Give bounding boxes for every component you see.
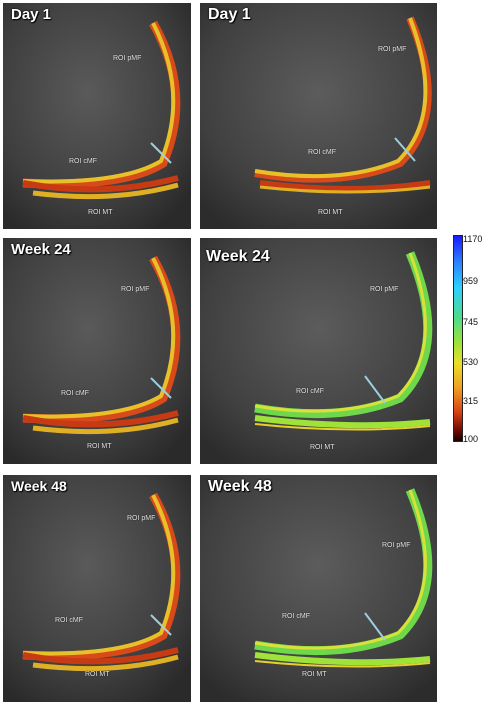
roi-cmf-label: ROI cMF [55, 617, 83, 624]
mri-panel-day1-left: Day 1 ROI pMF ROI cMF ROI MT [3, 3, 191, 229]
mri-image [3, 238, 191, 464]
panel-title: Week 24 [11, 241, 71, 258]
roi-mt-label: ROI MT [310, 444, 335, 451]
colorbar-tick-label: 315 [463, 396, 479, 406]
panel-title: Week 48 [11, 478, 67, 494]
roi-mt-label: ROI MT [318, 209, 343, 216]
colorbar-tick-label: 1170 [463, 234, 483, 244]
mri-panel-week24-left: Week 24 ROI pMF ROI cMF ROI MT [3, 238, 191, 464]
color-scale-bar [453, 235, 463, 442]
roi-cmf-label: ROI cMF [296, 388, 324, 395]
mri-panel-week48-left: Week 48 ROI pMF ROI cMF ROI MT [3, 475, 191, 702]
mri-image [3, 475, 191, 702]
roi-pmf-label: ROI pMF [382, 542, 411, 549]
colorbar-tick-label: 100 [463, 434, 479, 444]
colorbar-tick-label: 959 [463, 276, 479, 286]
mri-panel-day1-right: Day 1 ROI pMF ROI cMF ROI MT [200, 3, 437, 229]
roi-mt-label: ROI MT [302, 671, 327, 678]
mri-image [200, 475, 437, 702]
roi-pmf-label: ROI pMF [127, 515, 156, 522]
mri-image [200, 238, 437, 464]
roi-pmf-label: ROI pMF [113, 55, 142, 62]
panel-title: Week 48 [208, 478, 272, 495]
mri-panel-week48-right: Week 48 ROI pMF ROI cMF ROI MT [200, 475, 437, 702]
panel-title: Week 24 [206, 248, 270, 265]
mri-image [200, 3, 437, 229]
roi-pmf-label: ROI pMF [378, 46, 407, 53]
panel-title: Day 1 [11, 6, 52, 23]
roi-pmf-label: ROI pMF [121, 286, 150, 293]
mri-image [3, 3, 191, 229]
panel-title: Day 1 [208, 6, 251, 23]
roi-cmf-label: ROI cMF [282, 613, 310, 620]
roi-cmf-label: ROI cMF [69, 158, 97, 165]
mri-panel-week24-right: Week 24 ROI pMF ROI cMF ROI MT [200, 238, 437, 464]
roi-pmf-label: ROI pMF [370, 286, 399, 293]
colorbar-tick-label: 745 [463, 317, 479, 327]
roi-mt-label: ROI MT [88, 209, 113, 216]
roi-mt-label: ROI MT [87, 443, 112, 450]
roi-cmf-label: ROI cMF [308, 149, 336, 156]
roi-mt-label: ROI MT [85, 671, 110, 678]
colorbar-tick-label: 530 [463, 357, 479, 367]
roi-cmf-label: ROI cMF [61, 390, 89, 397]
